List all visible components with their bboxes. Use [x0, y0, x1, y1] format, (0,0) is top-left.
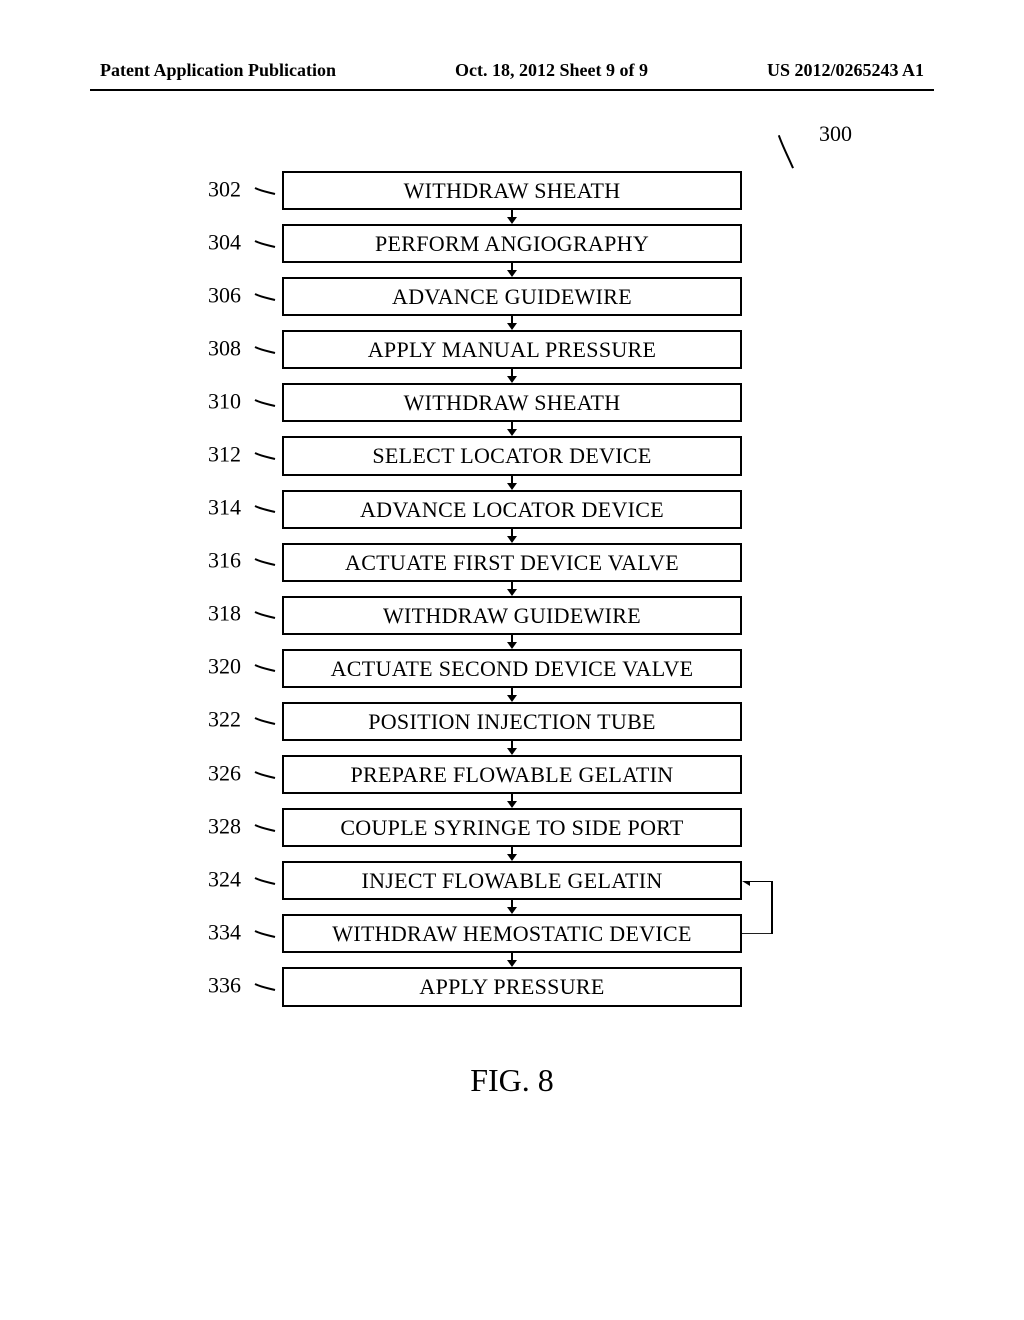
ref-label: 304 [208, 229, 241, 255]
ref-label: 314 [208, 495, 241, 521]
arrow-down-icon [506, 900, 518, 914]
flow-box: PERFORM ANGIOGRAPHY [282, 224, 742, 263]
flow-box: ADVANCE LOCATOR DEVICE [282, 490, 742, 529]
ref-label: 302 [208, 176, 241, 202]
flow-step: 320ACTUATE SECOND DEVICE VALVE [282, 649, 742, 688]
arrow-down-icon [506, 316, 518, 330]
arrow-down-icon [506, 953, 518, 967]
ref-label: 324 [208, 866, 241, 892]
arrow-down-icon [506, 529, 518, 543]
flow-box: SELECT LOCATOR DEVICE [282, 436, 742, 475]
flow-box: WITHDRAW SHEATH [282, 383, 742, 422]
arrow-down-icon [506, 476, 518, 490]
flow-step: 308APPLY MANUAL PRESSURE [282, 330, 742, 369]
flow-step: 306ADVANCE GUIDEWIRE [282, 277, 742, 316]
ref-leader-icon [254, 663, 276, 673]
ref-leader-icon [254, 770, 276, 780]
flowchart: 300 302WITHDRAW SHEATH304PERFORM ANGIOGR… [192, 171, 832, 1099]
ref-leader-icon [254, 186, 276, 196]
arrow-down-icon [506, 794, 518, 808]
flow-step: 334WITHDRAW HEMOSTATIC DEVICE [282, 914, 742, 953]
flow-box: WITHDRAW GUIDEWIRE [282, 596, 742, 635]
ref-label: 316 [208, 548, 241, 574]
ref-label: 326 [208, 760, 241, 786]
arrow-down-icon [506, 422, 518, 436]
arrow-down-icon [506, 847, 518, 861]
flow-box: ACTUATE SECOND DEVICE VALVE [282, 649, 742, 688]
arrow-down-icon [506, 582, 518, 596]
flow-box: APPLY MANUAL PRESSURE [282, 330, 742, 369]
flow-step: 310WITHDRAW SHEATH [282, 383, 742, 422]
ref-label: 310 [208, 388, 241, 414]
page-header: Patent Application Publication Oct. 18, … [80, 60, 944, 81]
flow-step: 322POSITION INJECTION TUBE [282, 702, 742, 741]
flow-box: COUPLE SYRINGE TO SIDE PORT [282, 808, 742, 847]
arrow-down-icon [506, 635, 518, 649]
header-center: Oct. 18, 2012 Sheet 9 of 9 [455, 60, 648, 81]
page: Patent Application Publication Oct. 18, … [0, 0, 1024, 1320]
ref-main-leader-icon [762, 132, 806, 175]
arrow-down-icon [506, 741, 518, 755]
ref-label: 318 [208, 601, 241, 627]
flow-step: 302WITHDRAW SHEATH [282, 171, 742, 210]
ref-leader-icon [254, 982, 276, 992]
ref-label: 336 [208, 972, 241, 998]
flow-step: 326PREPARE FLOWABLE GELATIN [282, 755, 742, 794]
flow-step: 318WITHDRAW GUIDEWIRE [282, 596, 742, 635]
flow-step: 314ADVANCE LOCATOR DEVICE [282, 490, 742, 529]
flow-column: 302WITHDRAW SHEATH304PERFORM ANGIOGRAPHY… [192, 171, 832, 1007]
flow-box: ACTUATE FIRST DEVICE VALVE [282, 543, 742, 582]
arrow-down-icon [506, 369, 518, 383]
ref-label: 308 [208, 335, 241, 361]
ref-leader-icon [254, 292, 276, 302]
ref-leader-icon [254, 610, 276, 620]
loop-connector [742, 881, 782, 934]
flow-box: INJECT FLOWABLE GELATIN [282, 861, 742, 900]
arrow-down-icon [506, 210, 518, 224]
figure-caption: FIG. 8 [192, 1062, 832, 1099]
flow-step: 304PERFORM ANGIOGRAPHY [282, 224, 742, 263]
arrow-down-icon [506, 688, 518, 702]
flow-box: POSITION INJECTION TUBE [282, 702, 742, 741]
header-rule [90, 89, 934, 91]
flow-box: ADVANCE GUIDEWIRE [282, 277, 742, 316]
flow-step: 324INJECT FLOWABLE GELATIN [282, 861, 742, 900]
ref-leader-icon [254, 504, 276, 514]
header-right: US 2012/0265243 A1 [767, 60, 924, 81]
ref-leader-icon [254, 345, 276, 355]
ref-leader-icon [254, 451, 276, 461]
flow-box: WITHDRAW SHEATH [282, 171, 742, 210]
ref-leader-icon [254, 239, 276, 249]
ref-leader-icon [254, 557, 276, 567]
ref-label: 334 [208, 919, 241, 945]
ref-label: 322 [208, 707, 241, 733]
ref-main-label: 300 [819, 121, 852, 147]
ref-leader-icon [254, 929, 276, 939]
ref-label: 328 [208, 813, 241, 839]
ref-leader-icon [254, 823, 276, 833]
flow-step: 328COUPLE SYRINGE TO SIDE PORT [282, 808, 742, 847]
flow-step: 336APPLY PRESSURE [282, 967, 742, 1006]
ref-leader-icon [254, 716, 276, 726]
flow-box: APPLY PRESSURE [282, 967, 742, 1006]
ref-label: 306 [208, 282, 241, 308]
flow-step: 312SELECT LOCATOR DEVICE [282, 436, 742, 475]
ref-label: 312 [208, 441, 241, 467]
header-left: Patent Application Publication [100, 60, 336, 81]
arrow-down-icon [506, 263, 518, 277]
ref-leader-icon [254, 398, 276, 408]
flow-step: 316ACTUATE FIRST DEVICE VALVE [282, 543, 742, 582]
flow-box: PREPARE FLOWABLE GELATIN [282, 755, 742, 794]
ref-leader-icon [254, 876, 276, 886]
flow-box: WITHDRAW HEMOSTATIC DEVICE [282, 914, 742, 953]
ref-label: 320 [208, 654, 241, 680]
